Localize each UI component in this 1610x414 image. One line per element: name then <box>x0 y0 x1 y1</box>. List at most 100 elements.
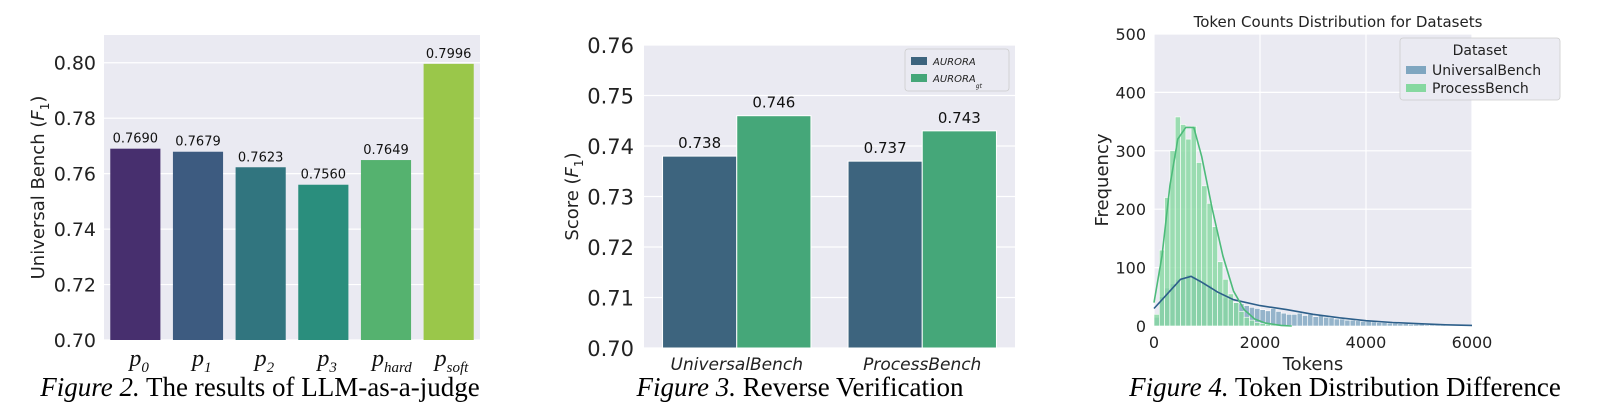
hist-bar <box>1370 321 1377 327</box>
y-tick-label: 0.74 <box>587 135 634 159</box>
y-tick-label: 0.72 <box>587 236 634 260</box>
bar-value-label: 0.7560 <box>301 168 347 183</box>
hist-bar <box>1291 314 1298 327</box>
hist-bar <box>1307 314 1314 327</box>
y-tick-label: 0.76 <box>587 34 634 58</box>
hist-bar <box>1381 322 1388 327</box>
legend: Dataset UniversalBench ProcessBench <box>1399 37 1561 101</box>
hist-bar <box>1286 314 1293 327</box>
figure-4: 0 100 200 300 400 500 0 2000 4000 6000 Token Count… <box>1080 0 1610 414</box>
hist-bar <box>1296 312 1303 327</box>
legend-title: Dataset <box>1453 43 1508 59</box>
legend-swatch <box>911 74 927 82</box>
bar-value-label: 0.738 <box>678 134 721 152</box>
legend-box <box>904 48 1010 92</box>
hist-bar <box>1243 316 1250 327</box>
hist-bar <box>1386 322 1393 327</box>
caption-text: Token Distribution Difference <box>1234 372 1561 402</box>
y-tick-label: 0.70 <box>54 330 96 352</box>
bar <box>423 63 474 340</box>
chart-reverse-verification: 0.70 0.71 0.72 0.73 0.74 0.75 0.76 0.738 0.746 Un… <box>562 34 1015 375</box>
hist-bar <box>1201 185 1208 327</box>
x-tick-label: psoft <box>433 346 470 376</box>
hist-bar <box>1302 315 1308 327</box>
hist-bar <box>1275 311 1282 327</box>
bar-value-label: 0.7679 <box>175 135 221 150</box>
legend-label: AURORAgt <box>932 74 983 90</box>
chart-title: Token Counts Distribution for Datasets <box>1193 13 1483 31</box>
caption-number: Figure 4. <box>1129 372 1229 402</box>
hist-bar <box>1355 320 1361 327</box>
legend-box <box>1399 37 1561 101</box>
legend: AURORA AURORAgt <box>904 48 1010 92</box>
hist-bar <box>1349 319 1356 327</box>
kde-line <box>1153 275 1473 327</box>
bar-value-label: 0.7690 <box>113 132 159 147</box>
hist-bar <box>1376 322 1383 327</box>
x-tick-label: ProcessBench <box>863 355 981 375</box>
x-tick-label: 6000 <box>1452 333 1493 352</box>
y-tick-label: 0.75 <box>587 85 634 109</box>
hist-bar <box>1423 324 1430 327</box>
hist-bar <box>1318 315 1324 327</box>
x-tick-label: 0 <box>1149 333 1159 352</box>
hist-bar <box>1254 322 1261 327</box>
y-tick-label: 0.78 <box>54 108 96 130</box>
bar <box>360 160 412 340</box>
bar <box>921 130 997 349</box>
hist-bar <box>1323 316 1330 327</box>
hist-bar <box>1328 317 1335 327</box>
bar-value-label: 0.743 <box>938 109 981 127</box>
hist-bar <box>1180 124 1187 327</box>
x-axis-label: Tokens <box>1282 354 1344 375</box>
y-axis-label: Frequency <box>1092 133 1113 226</box>
y-tick-label: 100 <box>1115 259 1146 278</box>
chart-llm-as-judge: 0.70 0.72 0.74 0.76 0.78 0.80 0.7690 p0 0.7679 p1… <box>28 35 480 376</box>
y-tick-label: 0.72 <box>54 275 96 297</box>
hist-bar <box>1339 318 1346 327</box>
caption-number: Figure 3. <box>636 372 737 402</box>
hist-bar <box>1233 302 1240 327</box>
y-axis-label: Universal Bench (F1) <box>28 96 52 280</box>
hist-bar <box>1333 318 1340 327</box>
y-tick-label: 0 <box>1136 317 1146 336</box>
y-tick-label: 200 <box>1115 200 1146 219</box>
y-tick-label: 500 <box>1115 25 1146 44</box>
bar-value-label: 0.7996 <box>426 47 472 62</box>
hist-bar <box>1159 249 1165 327</box>
x-tick-label: phard <box>370 346 412 376</box>
chart-token-distribution: 0 100 200 300 400 500 0 2000 4000 6000 Token Count… <box>1092 13 1561 375</box>
bar <box>235 167 286 340</box>
bar <box>172 151 224 340</box>
y-tick-label: 0.76 <box>54 164 96 186</box>
bar <box>662 155 738 349</box>
bar <box>736 115 812 349</box>
bar-value-label: 0.746 <box>752 94 795 112</box>
hist-bar <box>1164 197 1171 327</box>
hist-bar <box>1259 323 1266 327</box>
caption-figure-4: Figure 4. Token Distribution Difference <box>1080 372 1610 403</box>
hist-bar <box>1408 323 1414 327</box>
hist-bar <box>1249 319 1255 327</box>
kde-line <box>1153 126 1292 327</box>
legend-label: UniversalBench <box>1432 63 1541 79</box>
hist-bar <box>1413 323 1420 327</box>
y-tick-label: 0.74 <box>54 219 96 241</box>
caption-text: Reverse Verification <box>742 372 964 402</box>
hist-bar <box>1196 162 1203 327</box>
x-tick-label: p2 <box>253 346 275 376</box>
figure-3: 0.70 0.71 0.72 0.73 0.74 0.75 0.76 0.738 0.746 Un… <box>540 0 1060 414</box>
plot-area <box>104 35 480 340</box>
hist-bar <box>1344 319 1351 327</box>
bar <box>110 148 161 340</box>
hist-bar <box>1153 314 1160 327</box>
legend-label: AURORA <box>932 57 976 68</box>
x-tick-label: p0 <box>127 346 149 376</box>
y-tick-label: 0.80 <box>54 53 96 75</box>
hist-bar <box>1392 322 1399 327</box>
legend-swatch <box>1406 66 1426 74</box>
figure-2: 0.70 0.72 0.74 0.76 0.78 0.80 0.7690 p0 0.7679 p1… <box>0 0 520 414</box>
hist-bar <box>1312 316 1319 327</box>
hist-bar <box>1206 203 1213 327</box>
bar-value-label: 0.737 <box>864 139 907 157</box>
